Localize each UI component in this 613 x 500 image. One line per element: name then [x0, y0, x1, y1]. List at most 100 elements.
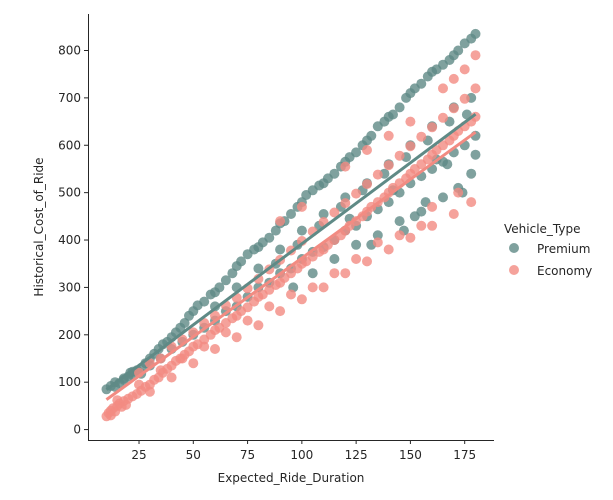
data-point — [188, 358, 199, 369]
y-tick-label: 800 — [58, 43, 81, 57]
data-point — [199, 296, 210, 307]
data-point — [214, 282, 225, 293]
legend-marker-premium — [509, 243, 519, 253]
data-point — [134, 379, 144, 390]
data-point — [296, 225, 307, 236]
data-point — [264, 301, 275, 312]
data-point — [427, 122, 438, 133]
data-point — [394, 102, 405, 113]
data-point — [459, 64, 470, 75]
data-point — [340, 268, 351, 279]
data-point — [253, 320, 264, 331]
data-point — [470, 50, 481, 61]
x-tick-label: 100 — [290, 448, 313, 462]
data-point — [307, 268, 318, 279]
data-point — [362, 145, 372, 155]
data-point — [199, 341, 210, 352]
data-point — [270, 225, 281, 236]
data-point — [351, 254, 362, 264]
data-point — [166, 372, 177, 383]
legend: Vehicle_Type Premium Economy — [504, 222, 592, 278]
data-point — [220, 275, 231, 286]
y-axis-label: Historical_Cost_of_Ride — [32, 157, 46, 296]
data-point — [177, 353, 188, 364]
data-point — [470, 149, 481, 160]
data-point — [275, 216, 286, 227]
regression-line-economy — [105, 130, 477, 401]
data-point — [210, 344, 220, 354]
y-tick-label: 600 — [58, 138, 81, 152]
y-tick-label: 700 — [58, 91, 81, 105]
data-point — [275, 244, 286, 255]
regression-line-premium — [105, 112, 477, 391]
data-point — [416, 220, 427, 231]
x-tick-label: 125 — [345, 448, 368, 462]
y-tick-label: 0 — [73, 423, 81, 437]
x-ticks: 25 50 75 100 125 150 175 — [131, 440, 476, 462]
data-point — [340, 161, 351, 172]
y-tick-label: 400 — [58, 233, 81, 247]
data-point — [329, 168, 340, 179]
data-point — [405, 116, 416, 127]
data-point — [253, 263, 264, 274]
x-tick-label: 75 — [240, 448, 255, 462]
axes: 25 50 75 100 125 150 175 0 100 200 300 400 500 600 70… — [32, 14, 494, 485]
data-point — [296, 294, 307, 305]
x-axis-label: Expected_Ride_Duration — [218, 471, 365, 485]
x-tick-label: 175 — [453, 448, 476, 462]
series-premium — [101, 28, 481, 395]
data-point — [453, 187, 464, 198]
legend-title: Vehicle_Type — [504, 222, 580, 236]
data-point — [466, 197, 477, 208]
series-economy — [101, 50, 481, 422]
data-point — [405, 232, 416, 243]
data-point — [438, 83, 448, 94]
data-point — [416, 131, 427, 142]
plot-area — [101, 28, 481, 422]
data-point — [351, 188, 362, 199]
data-point — [296, 201, 307, 212]
data-point — [242, 302, 253, 313]
data-point — [318, 209, 329, 219]
data-point — [329, 254, 340, 264]
legend-label-economy: Economy — [537, 264, 592, 278]
data-point — [372, 230, 383, 241]
data-point — [438, 112, 448, 123]
y-ticks: 0 100 200 300 400 500 600 700 800 — [58, 43, 88, 437]
data-point — [366, 130, 377, 141]
y-tick-label: 200 — [58, 328, 81, 342]
data-point — [459, 93, 470, 104]
data-point — [286, 289, 296, 300]
data-point — [466, 168, 477, 179]
x-tick-label: 150 — [399, 448, 422, 462]
data-point — [448, 103, 459, 114]
data-point — [179, 318, 190, 328]
data-point — [329, 268, 340, 279]
x-tick-label: 50 — [186, 448, 201, 462]
data-point — [362, 256, 372, 267]
data-point — [470, 83, 481, 94]
legend-marker-economy — [509, 265, 519, 275]
data-point — [351, 239, 362, 250]
data-point — [388, 109, 398, 120]
data-point — [105, 410, 116, 421]
data-point — [307, 282, 318, 293]
data-point — [340, 198, 351, 209]
data-point — [231, 332, 242, 343]
data-point — [155, 365, 166, 376]
data-point — [427, 201, 438, 212]
data-point — [351, 147, 362, 158]
data-point — [372, 237, 383, 248]
data-point — [318, 282, 329, 293]
data-point — [405, 141, 416, 152]
y-tick-label: 500 — [58, 186, 81, 200]
data-point — [427, 220, 438, 231]
data-point — [372, 169, 383, 180]
y-tick-label: 100 — [58, 375, 81, 389]
data-point — [448, 73, 459, 84]
data-point — [394, 230, 405, 241]
data-point — [264, 232, 275, 243]
data-point — [329, 207, 340, 218]
data-point — [453, 45, 464, 56]
